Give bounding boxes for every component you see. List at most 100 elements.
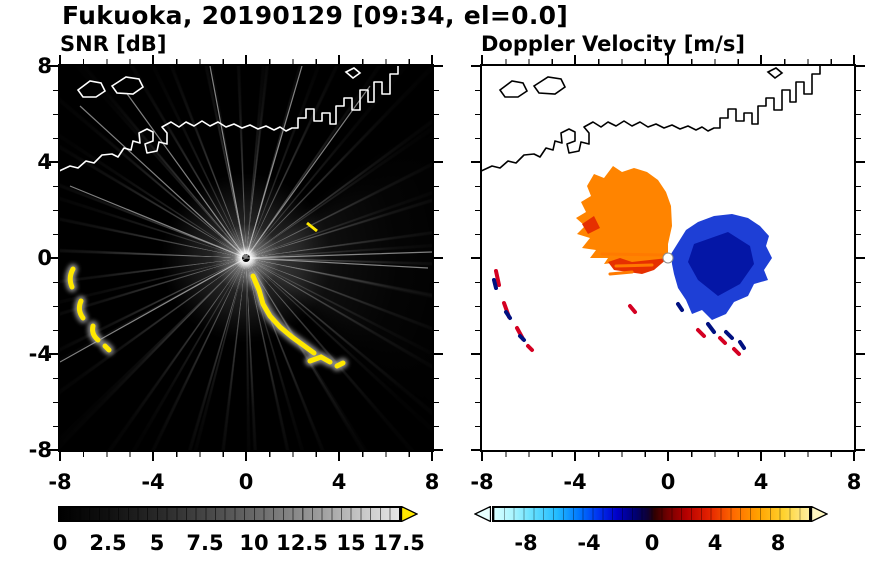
clutter-echo-small [306,221,318,233]
axis-tick [59,55,61,64]
radar-center-dot-velocity [662,252,674,264]
axis-tick [667,452,669,461]
snr-panel-title: SNR [dB] [60,32,167,56]
snr-plot-area [58,64,434,452]
x-tick-label: -8 [470,470,494,494]
island-vel-1 [498,80,529,98]
positive-velocity-fan [576,166,672,264]
axis-tick [338,55,340,64]
snr-cbar-label: 5 [149,531,165,555]
axis-tick [856,65,865,67]
axis-tick [471,449,480,451]
axis-tick [856,353,865,355]
axis-tick [471,161,480,163]
axis-tick [471,65,480,67]
snr-cbar-label: 15 [336,531,366,555]
snr-colorbar [58,506,401,522]
axis-tick [434,257,443,259]
axis-tick [856,161,865,163]
snr-cbar-label: 2.5 [89,531,127,555]
axis-tick [431,452,433,461]
island-snr-2 [110,76,145,95]
axis-tick [471,257,480,259]
axis-tick [434,161,443,163]
y-tick-label: -8 [28,438,52,462]
axis-tick [481,55,483,64]
snr-cbar-label: 17.5 [373,531,425,555]
snr-colorbar-segments [60,508,399,520]
axis-tick [434,65,443,67]
snr-cbar-label: 10 [239,531,269,555]
ship-echoes-blue [492,278,746,350]
axis-tick [245,55,247,64]
axis-tick [760,55,762,64]
axis-tick [574,55,576,64]
velocity-overlay [482,66,821,356]
axis-tick [434,353,443,355]
x-tick-label: -8 [48,470,72,494]
high-positive-velocity-wedge [582,216,668,274]
axis-tick [49,449,58,451]
x-tick-label: -4 [563,470,587,494]
axis-tick [760,452,762,461]
y-tick-label: 4 [37,150,52,174]
coastline-velocity [482,66,821,172]
snr-cbar-label: 12.5 [276,531,328,555]
clutter-glow-main [248,271,348,371]
x-tick-label: 8 [424,470,440,494]
axis-tick [338,452,340,461]
x-tick-label: 0 [660,470,676,494]
snr-cbar-label: 0 [52,531,68,555]
velocity-colorbar [492,506,811,522]
island-vel-2 [532,76,567,95]
axis-tick [49,161,58,163]
ship-echoes-red [494,269,741,356]
axis-tick [481,452,483,461]
snr-cbar-label: 7.5 [186,531,224,555]
axis-tick [152,452,154,461]
axis-tick [856,449,865,451]
velocity-panel-title: Doppler Velocity [m/s] [481,32,745,56]
vel-cbar-label: 0 [644,531,660,555]
velocity-colorbar-overflow-arrow [811,506,828,522]
x-tick-label: 0 [238,470,254,494]
axis-tick [434,449,443,451]
snr-colorbar-overflow-arrow [401,506,418,522]
x-tick-label: 8 [846,470,862,494]
radar-long-rays [60,66,432,363]
y-tick-label: -4 [28,342,52,366]
axis-tick [152,55,154,64]
coastline-snr [60,66,399,172]
clutter-echo-left [67,266,112,353]
high-negative-velocity-patch [688,232,754,296]
velocity-colorbar-underflow-arrow [474,506,491,522]
y-tick-label: 0 [37,246,52,270]
vel-cbar-label: -8 [514,531,538,555]
positive-velocity-rays [600,252,666,276]
vel-cbar-label: -4 [577,531,601,555]
x-tick-label: -4 [141,470,165,494]
axis-tick [856,257,865,259]
velocity-plot-area [480,64,856,452]
axis-tick [49,353,58,355]
axis-tick [431,55,433,64]
axis-tick [59,452,61,461]
snr-overlay [60,66,432,371]
vel-cbar-label: 8 [770,531,786,555]
axis-tick [49,257,58,259]
island-snr-1 [76,80,107,98]
x-tick-label: 4 [753,470,769,494]
vel-cbar-label: 4 [707,531,723,555]
axis-tick [471,353,480,355]
axis-tick [49,65,58,67]
y-tick-label: 8 [37,54,52,78]
axis-tick [853,55,855,64]
island-snr-3 [344,67,362,80]
axis-tick [667,55,669,64]
clutter-echo-main [250,273,346,369]
island-vel-3 [766,67,784,80]
axis-tick [245,452,247,461]
axis-tick [853,452,855,461]
velocity-colorbar-segments [494,508,809,520]
